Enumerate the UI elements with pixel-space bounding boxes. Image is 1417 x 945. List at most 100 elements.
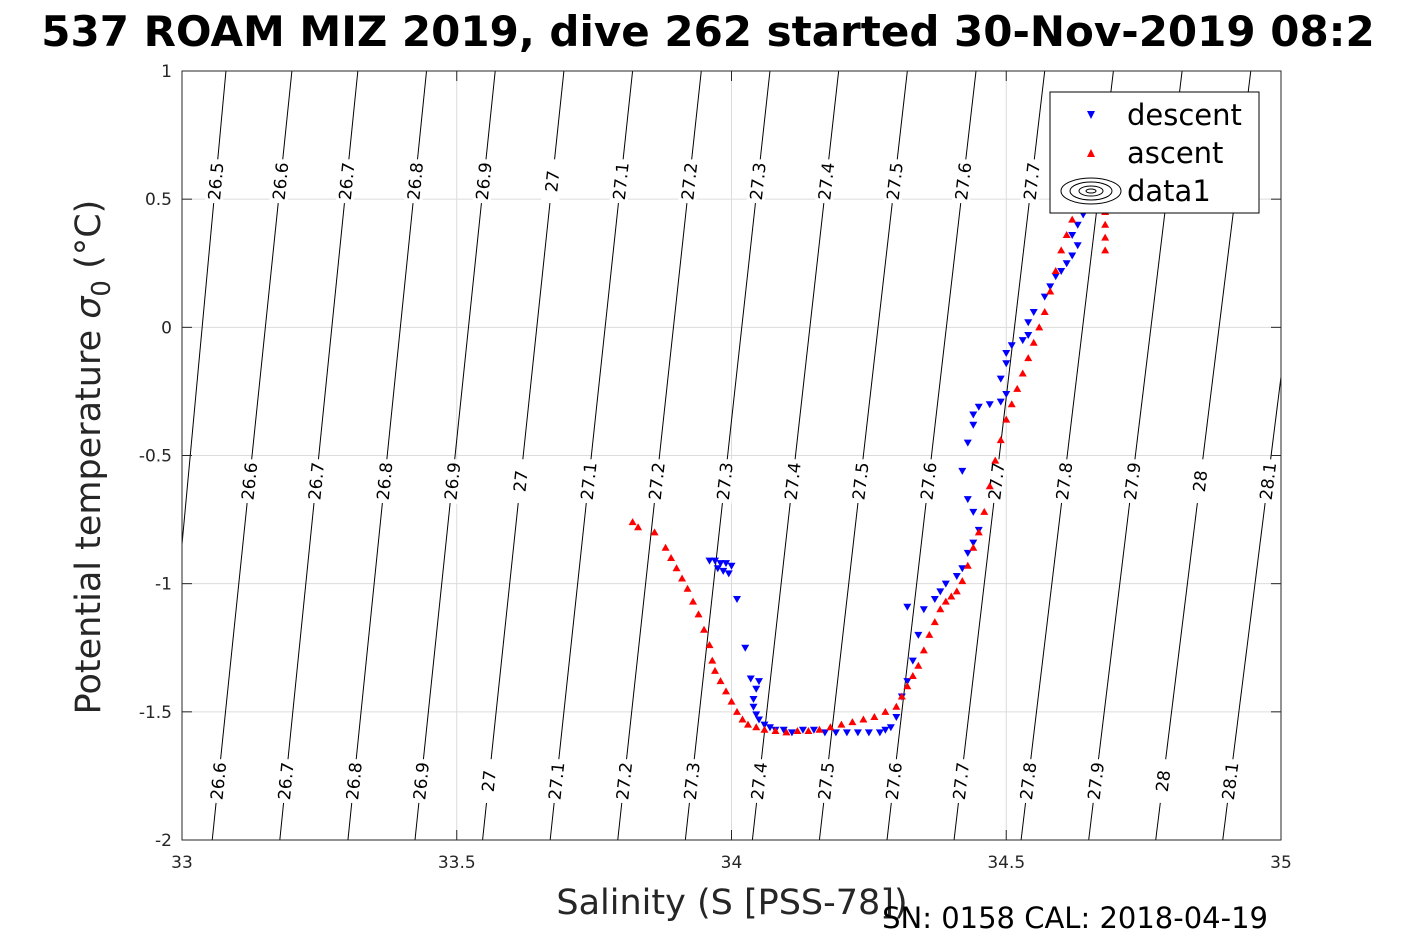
ascent-point bbox=[689, 597, 698, 605]
ascent-point bbox=[1013, 384, 1022, 392]
ascent-point bbox=[930, 618, 939, 626]
ascent-point bbox=[716, 677, 725, 685]
ascent-point bbox=[752, 723, 761, 731]
ascent-point bbox=[1062, 231, 1071, 239]
ascent-point bbox=[722, 687, 731, 695]
ascent-point bbox=[1068, 215, 1077, 223]
contour-label-top: 27.6 bbox=[952, 161, 976, 201]
ascent-point bbox=[881, 707, 890, 715]
ascent-point bbox=[947, 592, 956, 600]
contour-label-middle: 27.9 bbox=[1121, 461, 1145, 501]
descent-point bbox=[746, 675, 755, 683]
contour-label-gap bbox=[1256, 458, 1280, 505]
x-tick-label: 35 bbox=[1270, 853, 1292, 873]
ascent-point bbox=[743, 720, 752, 728]
descent-point bbox=[798, 726, 807, 734]
descent-point bbox=[724, 570, 733, 578]
descent-point bbox=[996, 398, 1005, 406]
contour-label-bottom: 27.9 bbox=[1085, 761, 1109, 801]
contour-label-gap bbox=[305, 458, 328, 504]
ascent-point bbox=[974, 528, 983, 536]
ascent-point bbox=[804, 727, 813, 735]
contour-label-gap bbox=[814, 158, 838, 205]
descent-point bbox=[842, 729, 851, 737]
contour-label-gap bbox=[1084, 758, 1108, 804]
contour-label-middle: 27.1 bbox=[578, 461, 602, 501]
descent-point bbox=[787, 729, 796, 737]
descent-point bbox=[1002, 390, 1011, 398]
ascent-point bbox=[738, 715, 747, 723]
contour-label-top: 27.3 bbox=[747, 161, 771, 201]
descent-point bbox=[996, 375, 1005, 383]
ascent-point bbox=[958, 577, 967, 585]
ascent-point bbox=[1007, 400, 1016, 408]
contour-label-gap bbox=[746, 158, 770, 205]
ascent-point bbox=[908, 671, 917, 679]
x-tick-label: 33 bbox=[171, 853, 193, 873]
y-tick-label: -0.5 bbox=[139, 447, 172, 467]
contour-label-gap bbox=[883, 158, 907, 205]
density-contours: 26.5 26.6 26.7 26.8 26.9 27 27.1 27.2 27.3 27.4 27… bbox=[182, 71, 1282, 840]
descent-point bbox=[1007, 342, 1016, 350]
descent-point bbox=[963, 496, 972, 504]
contour-label-middle: 28.1 bbox=[1257, 461, 1282, 501]
y-axis-label-unit: (°C) bbox=[69, 200, 109, 280]
descent-point bbox=[936, 588, 945, 596]
ascent-point bbox=[1051, 266, 1060, 274]
ascent-point bbox=[991, 456, 1000, 464]
contour-label-gap bbox=[781, 458, 805, 504]
contour-label-gap bbox=[342, 758, 366, 804]
descent-point bbox=[831, 729, 840, 737]
descent-point bbox=[1018, 337, 1027, 345]
contour-label-bottom: 27.4 bbox=[748, 761, 772, 801]
descent-point bbox=[732, 596, 741, 604]
y-axis-label: Potential temperature σ0 (°C) bbox=[69, 200, 117, 715]
x-tick-label: 34 bbox=[721, 853, 743, 873]
contour-label-gap bbox=[814, 758, 838, 804]
legend-descent-marker bbox=[1087, 111, 1095, 119]
contour-label-bottom: 27.6 bbox=[883, 761, 907, 801]
contour-label-gap bbox=[680, 758, 704, 804]
descent-point bbox=[881, 726, 890, 734]
descent-point bbox=[765, 724, 774, 732]
contour-label-top: 26.8 bbox=[404, 161, 428, 201]
ascent-point bbox=[711, 666, 720, 674]
contour-label-bottom: 27.3 bbox=[681, 761, 705, 801]
contour-label-gap bbox=[477, 758, 501, 804]
contour-label-middle: 27.3 bbox=[714, 461, 738, 501]
chart-title: 537 ROAM MIZ 2019, dive 262 started 30-N… bbox=[41, 7, 1374, 56]
contour-label-gap bbox=[238, 458, 261, 504]
contour-label-gap bbox=[917, 458, 941, 505]
ascent-point bbox=[963, 561, 972, 569]
contour-label-bottom: 27 bbox=[479, 769, 501, 793]
ascent-point bbox=[1101, 233, 1110, 241]
ascent-point bbox=[705, 641, 714, 649]
descent-point bbox=[903, 678, 912, 686]
ascent-point bbox=[1035, 323, 1044, 331]
contour-label-middle: 26.7 bbox=[305, 461, 329, 501]
ascent-point bbox=[914, 661, 923, 669]
contour-label-bottom: 28 bbox=[1153, 769, 1176, 793]
contour-label-middle: 27.7 bbox=[985, 461, 1009, 501]
descent-point bbox=[1029, 308, 1038, 316]
legend: descent ascent data1 bbox=[1049, 91, 1260, 214]
contour-label-gap bbox=[335, 158, 358, 205]
descent-point bbox=[779, 726, 788, 734]
descent-point bbox=[1002, 349, 1011, 357]
ascent-point bbox=[919, 646, 928, 654]
contour-label-top: 27 bbox=[542, 170, 564, 194]
descent-point bbox=[722, 560, 731, 568]
contour-label-gap bbox=[1120, 458, 1144, 505]
ascent-point bbox=[1018, 369, 1027, 377]
contour-label-gap bbox=[204, 158, 227, 204]
contour-label-gap bbox=[984, 458, 1008, 505]
contour-label-middle: 27.5 bbox=[849, 461, 873, 501]
contour-label-gap bbox=[545, 758, 568, 804]
contour-label-top: 27.7 bbox=[1021, 161, 1045, 201]
ascent-point bbox=[678, 574, 687, 582]
ascent-point bbox=[936, 605, 945, 613]
contour-label-gap bbox=[1188, 458, 1212, 505]
legend-descent-label: descent bbox=[1127, 98, 1242, 132]
contour-label-bottom: 26.8 bbox=[343, 761, 367, 801]
ascent-point bbox=[1040, 307, 1049, 315]
